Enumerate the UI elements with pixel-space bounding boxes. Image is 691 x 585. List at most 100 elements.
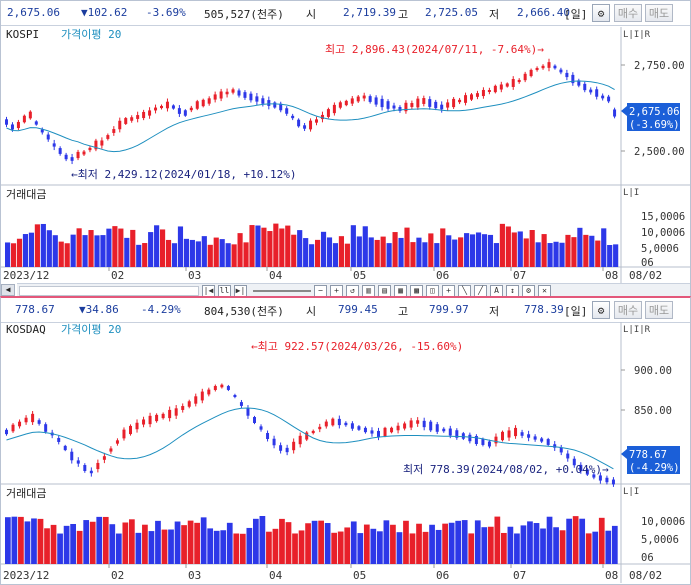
tool-icon[interactable]: ▥ (362, 284, 375, 297)
volume-bar (239, 533, 246, 564)
scroll-left-button[interactable]: ◀ (1, 284, 15, 296)
candle (494, 436, 498, 444)
candle (416, 420, 420, 424)
volume-bar (50, 524, 57, 564)
volume-bar (11, 516, 18, 564)
volume-bar (487, 234, 494, 267)
eraser-icon[interactable]: ✕ (538, 284, 551, 297)
kospi-panel: 2,675.06 ▼102.62 -3.69% 505,527(천주) 시 2,… (0, 0, 691, 297)
candle (303, 125, 307, 129)
measure-icon[interactable]: ↕ (506, 284, 519, 297)
kosdaq-panel: 778.67 ▼34.86 -4.29% 804,530(천주) 시 799.4… (0, 296, 691, 585)
candle (380, 98, 384, 108)
candle (546, 439, 550, 445)
candle (10, 124, 14, 130)
kosdaq-sell-button[interactable]: 매도 (645, 301, 673, 319)
pause-icon[interactable]: ll (218, 284, 231, 297)
settings-icon[interactable]: ⚙ (522, 284, 535, 297)
volume-tick-label: 06 (641, 257, 654, 269)
volume-bar (315, 239, 321, 267)
kosdaq-buy-button[interactable]: 매수 (614, 301, 642, 319)
trend-icon[interactable]: ╱ (474, 284, 487, 297)
chart-scrollbar[interactable] (19, 285, 199, 296)
candle (442, 428, 446, 432)
candle (100, 140, 104, 146)
candle (109, 448, 113, 452)
volume-bar (309, 244, 315, 267)
kospi-open: 2,719.39 (343, 6, 396, 19)
kosdaq-period[interactable]: [일] (564, 305, 588, 318)
crosshair-icon[interactable]: + (442, 284, 455, 297)
volume-bar (194, 522, 200, 564)
gear-icon[interactable]: ⚙ (592, 4, 610, 22)
volume-bar (253, 518, 259, 564)
volume-bar (527, 521, 533, 564)
line-icon[interactable]: ╲ (458, 284, 471, 297)
first-icon[interactable]: |◀ (202, 284, 215, 297)
candle (96, 462, 100, 470)
candle (89, 470, 93, 474)
kospi-sell-button[interactable]: 매도 (645, 4, 673, 22)
volume-bar (18, 516, 24, 564)
volume-bar (422, 531, 429, 564)
volume-bar (474, 520, 481, 564)
volume-bar (76, 530, 83, 564)
volume-bar (507, 526, 514, 564)
y-tick-label: 2,750.00 (634, 60, 685, 72)
volume-bar (83, 520, 90, 564)
volume-bar (136, 244, 142, 267)
volume-bar (368, 237, 374, 267)
volume-bar (57, 533, 63, 564)
candle (601, 95, 605, 99)
tool-icon[interactable]: ▦ (394, 284, 407, 297)
tool-icon[interactable]: ▩ (410, 284, 423, 297)
current-price-pct: (-4.29%) (629, 462, 680, 474)
volume-bar (40, 223, 46, 267)
volume-bar (579, 518, 586, 564)
candle (219, 91, 223, 99)
reset-icon[interactable]: ↺ (346, 284, 359, 297)
last-icon[interactable]: ▶| (234, 284, 247, 297)
gear-icon[interactable]: ⚙ (592, 301, 610, 319)
candle (572, 458, 576, 466)
volume-bar (501, 532, 507, 564)
zoom-out-icon[interactable]: − (314, 284, 327, 297)
volume-bar (357, 533, 364, 564)
volume-bar (559, 242, 565, 267)
volume-bar (122, 522, 129, 564)
candle (194, 396, 198, 404)
volume-bar (94, 235, 100, 267)
volume-bar (481, 527, 488, 564)
kosdaq-volume: 804,530(천주) (204, 305, 284, 318)
ma-label: 가격이평 20 (61, 323, 121, 336)
candle (220, 384, 224, 388)
volume-bar (273, 223, 279, 267)
zoom-in-icon[interactable]: + (330, 284, 343, 297)
volume-bar (118, 228, 124, 267)
tool-icon[interactable]: ▤ (378, 284, 391, 297)
kospi-buy-button[interactable]: 매수 (614, 4, 642, 22)
text-icon[interactable]: A (490, 284, 503, 297)
candle (410, 103, 414, 107)
volume-bar (511, 232, 517, 267)
candle (344, 100, 348, 106)
candle (115, 440, 119, 444)
volume-bar (422, 242, 428, 267)
volume-bar (487, 526, 494, 564)
tool-icon[interactable]: ◫ (426, 284, 439, 297)
candle (136, 115, 140, 119)
candle (598, 475, 602, 481)
volume-bar (324, 523, 331, 564)
zoom-slider[interactable] (253, 289, 311, 292)
volume-bar (331, 532, 338, 564)
candle (207, 389, 211, 395)
volume-bar (396, 532, 403, 564)
kospi-period[interactable]: [일] (564, 8, 588, 21)
candle (386, 101, 390, 109)
candle (124, 118, 128, 124)
kosdaq-low: 778.39 (524, 303, 564, 316)
candle (409, 420, 413, 428)
volume-bar (592, 531, 599, 564)
volume-bar (82, 235, 88, 267)
volume-bar (403, 520, 409, 564)
